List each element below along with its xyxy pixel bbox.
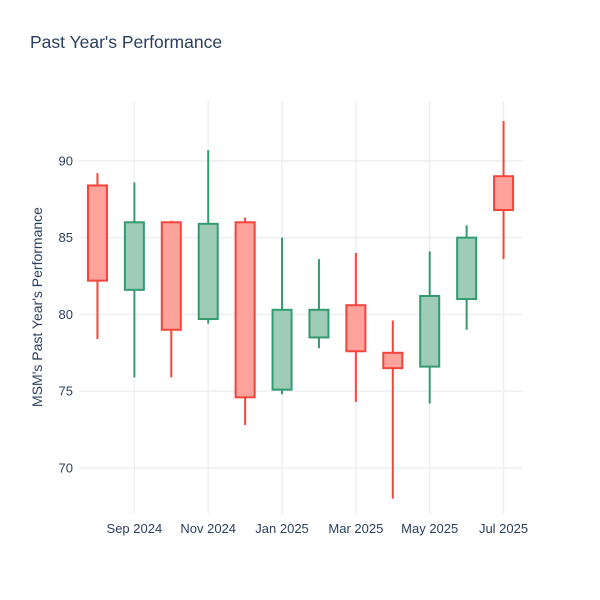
y-tick-label: 75 [59,384,73,399]
y-tick-label: 90 [59,153,73,168]
candle-body[interactable] [271,308,293,391]
chart-title: Past Year's Performance [30,32,223,52]
candle-body[interactable] [493,175,515,212]
x-tick-label: Nov 2024 [180,521,236,536]
candle-body[interactable] [456,236,478,301]
candle-body[interactable] [419,294,441,368]
candle-body[interactable] [382,351,404,370]
candle-body[interactable] [123,221,145,291]
candle-body[interactable] [234,221,256,399]
candle-body[interactable] [308,308,330,339]
x-tick-label: Jan 2025 [255,521,309,536]
y-tick-label: 70 [59,460,73,475]
y-tick-label: 80 [59,307,73,322]
x-tick-label: Mar 2025 [328,521,383,536]
y-axis-title: MSM's Past Year's Performance [29,207,45,407]
x-tick-label: May 2025 [401,521,458,536]
x-tick-label: Jul 2025 [479,521,528,536]
candle-body[interactable] [345,304,367,353]
candle-body[interactable] [160,221,182,331]
candle-body[interactable] [86,184,108,282]
x-tick-label: Sep 2024 [107,521,163,536]
y-tick-label: 85 [59,230,73,245]
candle-body[interactable] [197,222,219,321]
plot-background[interactable] [79,101,522,514]
